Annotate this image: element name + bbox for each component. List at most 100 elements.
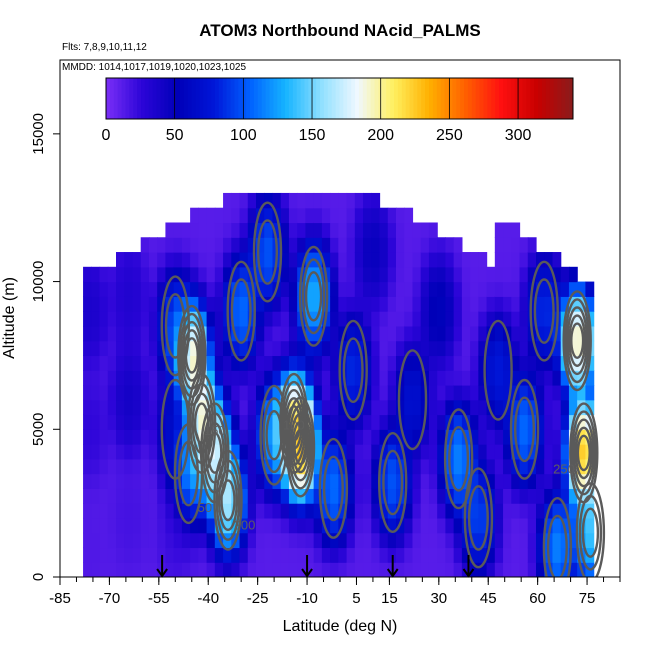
heatmap-cell: [280, 192, 290, 209]
heatmap-cell: [338, 266, 348, 283]
heatmap-cell: [519, 458, 529, 475]
heatmap-cell: [272, 562, 282, 577]
heatmap-cell: [363, 296, 372, 312]
heatmap-cell: [132, 429, 142, 445]
heatmap-cell: [437, 237, 447, 253]
heatmap-cell: [140, 340, 150, 357]
heatmap-cell: [371, 237, 381, 253]
heatmap-cell: [536, 384, 545, 401]
heatmap-cell: [437, 370, 447, 386]
heatmap-cell: [173, 488, 183, 504]
heatmap-cell: [272, 296, 282, 312]
heatmap-cell: [280, 222, 290, 238]
heatmap-cell: [256, 517, 265, 534]
colorbar-segment: [429, 78, 434, 119]
heatmap-cell: [354, 355, 364, 371]
heatmap-cell: [503, 562, 512, 577]
heatmap-cell: [560, 444, 570, 460]
heatmap-cell: [264, 355, 274, 371]
heatmap-cell: [256, 370, 265, 386]
colorbar-segment: [288, 78, 294, 119]
colorbar-segment: [113, 78, 119, 119]
heatmap-cell: [132, 311, 142, 327]
heatmap-cell: [412, 444, 422, 460]
heatmap-cell: [132, 340, 142, 357]
heatmap-cell: [396, 429, 405, 445]
heatmap-cell: [305, 252, 315, 268]
heatmap-cell: [363, 562, 372, 577]
colorbar-segment: [164, 78, 169, 119]
heatmap-cell: [511, 503, 521, 519]
heatmap-cell: [453, 281, 463, 297]
colorbar-segment: [506, 78, 512, 119]
heatmap-cell: [412, 325, 422, 342]
contour-line: [568, 314, 587, 368]
contour-line: [338, 319, 368, 421]
heatmap-cell: [453, 562, 463, 577]
heatmap-cell: [198, 562, 208, 577]
heatmap-cell: [107, 311, 117, 327]
heatmap-cell: [264, 222, 274, 238]
heatmap-cell: [305, 517, 315, 534]
heatmap-cell: [223, 370, 232, 386]
heatmap-cell: [305, 370, 315, 386]
heatmap-cell: [387, 429, 397, 445]
heatmap-cell: [239, 562, 249, 577]
heatmap-cell: [91, 429, 101, 445]
heatmap-cell: [206, 517, 216, 534]
heatmap-cell: [404, 296, 414, 312]
heatmap-cell: [165, 562, 175, 577]
heatmap-cell: [247, 532, 257, 549]
colorbar-tick-label: 0: [102, 127, 111, 144]
heatmap-cell: [198, 296, 208, 312]
colorbar-segment: [308, 78, 313, 119]
heatmap-cell: [354, 444, 364, 460]
heatmap-cell: [280, 325, 290, 342]
colorbar-segment: [526, 78, 531, 119]
heatmap-cell: [305, 325, 315, 342]
colorbar-segment: [121, 78, 126, 119]
heatmap-cell: [124, 517, 134, 534]
heatmap-cell: [148, 355, 158, 371]
heatmap-cell: [313, 207, 323, 224]
heatmap-cell: [404, 444, 414, 460]
heatmap-cell: [453, 444, 463, 460]
heatmap-cell: [181, 237, 191, 253]
heatmap-cell: [313, 458, 323, 475]
heatmap-cell: [247, 473, 257, 489]
heatmap-cell: [280, 296, 290, 312]
heatmap-cell: [330, 444, 339, 460]
heatmap-cell: [363, 252, 372, 268]
heatmap-cell: [190, 473, 199, 489]
heatmap-cell: [173, 222, 183, 238]
heatmap-cell: [272, 370, 282, 386]
heatmap-cell: [330, 296, 339, 312]
heatmap-cell: [486, 370, 496, 386]
heatmap-cell: [288, 562, 298, 577]
heatmap-cell: [486, 355, 496, 371]
heatmap-cell: [494, 473, 504, 489]
heatmap-cell: [346, 340, 356, 357]
heatmap-cell: [206, 281, 216, 297]
heatmap-cell: [239, 458, 249, 475]
heatmap-cell: [198, 414, 208, 430]
colorbar-tick-label: 300: [505, 127, 532, 144]
heatmap-cell: [461, 252, 471, 268]
contour-line: [318, 437, 349, 539]
heatmap-cell: [511, 562, 521, 577]
heatmap-cell: [536, 281, 545, 297]
heatmap-cell: [346, 562, 356, 577]
heatmap-cell: [231, 237, 241, 253]
heatmap-cell: [107, 532, 117, 549]
heatmap-cell: [297, 325, 307, 342]
colorbar-segment: [246, 78, 251, 119]
heatmap-cell: [330, 325, 339, 342]
heatmap-cell: [470, 473, 479, 489]
heatmap-cell: [321, 444, 331, 460]
contour-line: [213, 449, 243, 551]
heatmap-cell: [527, 503, 537, 519]
heatmap-cell: [256, 488, 265, 504]
heatmap-cell: [107, 547, 117, 563]
heatmap-cell: [91, 414, 101, 430]
heatmap-cell: [91, 281, 101, 297]
